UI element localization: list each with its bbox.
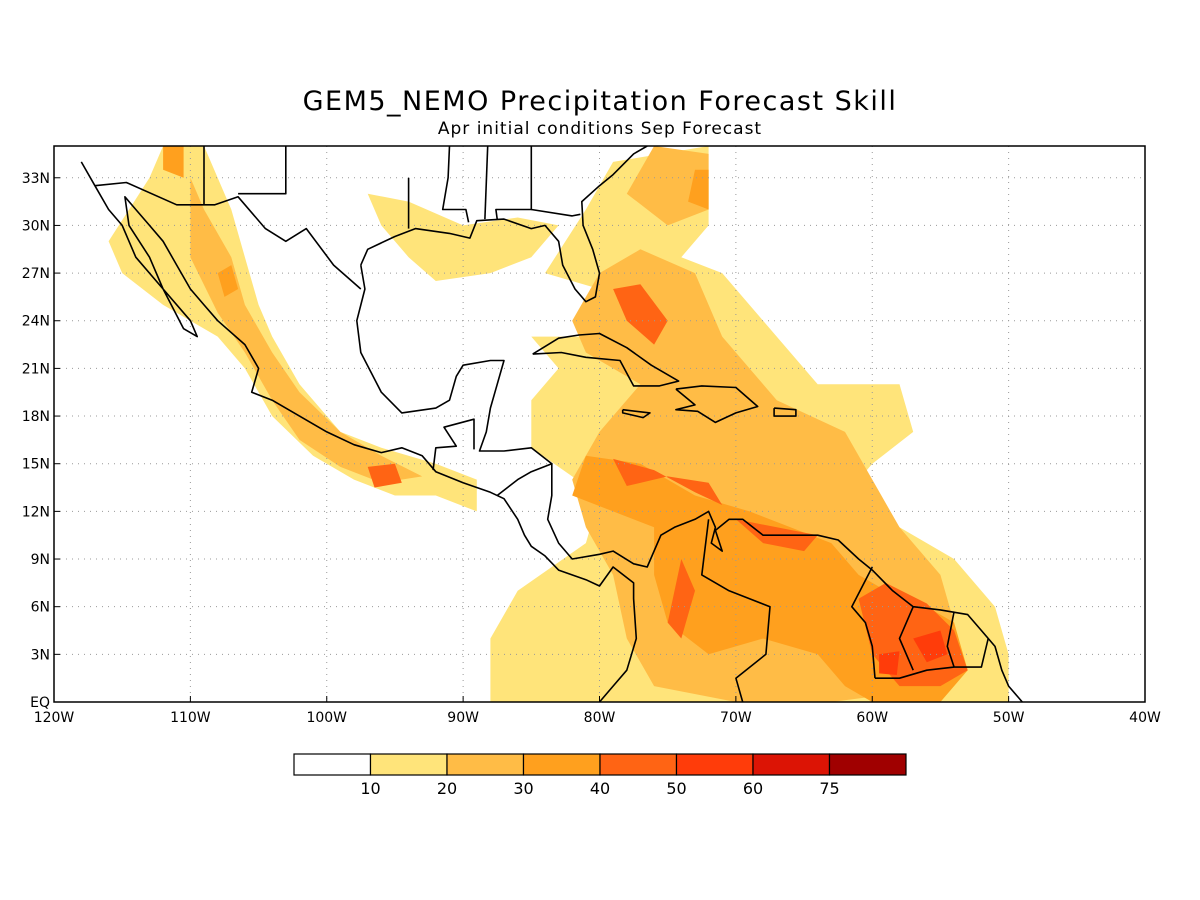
lat-tick-label: 27N [22, 266, 50, 282]
coastline-cuba [532, 332, 680, 387]
skill-shading-layer [108, 146, 1009, 702]
coastline-colombia-venezuela-border [700, 519, 771, 702]
colorbar-label: 60 [743, 779, 763, 798]
coastline-jamaica [621, 408, 651, 419]
lon-tick-label: 110W [170, 710, 211, 726]
colorbar: 10 20 30 40 50 60 75 [293, 753, 907, 798]
coastline-georgia-florida [531, 208, 581, 217]
lat-tick-label: 24N [22, 314, 50, 330]
skill-region-caribbean-50-zone [613, 458, 723, 505]
lat-tick-label: 21N [22, 361, 50, 377]
skill-region-bahamas-50 [613, 284, 668, 345]
colorbar-label: 30 [513, 779, 533, 798]
skill-region-guyana-60 [879, 651, 900, 675]
coastline-mississippi-river [441, 146, 470, 223]
lat-tick-label: 3N [31, 647, 50, 663]
colorbar-label: 75 [819, 779, 839, 798]
chart-title: GEM5_NEMO Precipitation Forecast Skill [302, 86, 898, 117]
colorbar-label: 20 [437, 779, 457, 798]
colorbar-swatch [828, 753, 907, 776]
coastline-honduras-nicaragua-border [496, 462, 553, 497]
lat-tick-label: 18N [22, 409, 50, 425]
colorbar-label: 40 [590, 779, 610, 798]
skill-region-southern-mexico-50 [367, 463, 402, 488]
lon-tick-label: 60W [856, 710, 888, 726]
coastline-layer [80, 146, 1023, 702]
coastline-hispaniola [675, 385, 759, 424]
lon-tick-label: 70W [720, 710, 752, 726]
coastline-brazil-guianas-border [875, 638, 989, 680]
lat-tick-label: EQ [30, 695, 50, 711]
coastline-texas-new-mexico [238, 146, 287, 195]
lon-tick-label: 80W [584, 710, 616, 726]
lon-tick-label: 40W [1129, 710, 1161, 726]
coastline-north-america-coast [80, 161, 638, 702]
skill-region-caribbean-high-skill [572, 455, 968, 702]
coastline-gulf-north-coast [360, 146, 648, 303]
lon-tick-label: 90W [447, 710, 479, 726]
colorbar-label: 10 [360, 779, 380, 798]
colorbar-swatch [675, 753, 754, 776]
lat-tick-label: 12N [22, 504, 50, 520]
chart-subtitle: Apr initial conditions Sep Forecast [437, 119, 763, 139]
lat-tick-label: 15N [22, 457, 50, 473]
skill-region-atlantic-east-florida [626, 146, 709, 226]
skill-region-mexico-pacific-coast [108, 146, 477, 512]
lon-tick-label: 100W [306, 710, 347, 726]
coastline-puerto-rico [773, 407, 797, 417]
coastline-suriname-guiana-border [946, 611, 955, 668]
lon-tick-label: 50W [993, 710, 1025, 726]
colorbar-swatch [522, 753, 601, 776]
skill-region-suriname-60 [913, 630, 948, 663]
skill-region-sonora-north-40 [163, 146, 184, 178]
colorbar-swatch [293, 753, 372, 776]
coastline-mississippi-alabama [484, 146, 489, 220]
colorbar-swatch [446, 753, 525, 776]
axis-ticks: 120W 110W 100W 90W 80W 70W 60W 50W 40W EQ 3N 6N 9N 12… [22, 171, 1161, 726]
coastline-us-mexico-border [94, 181, 362, 290]
colorbar-swatch [752, 753, 831, 776]
colorbar-swatch [599, 753, 678, 776]
lat-tick-label: 33N [22, 171, 50, 187]
lon-tick-label: 120W [34, 710, 75, 726]
coastline-alabama-georgia [495, 146, 533, 220]
colorbar-swatch [369, 753, 448, 776]
lat-tick-label: 9N [31, 552, 50, 568]
coastline-central-america-borders [432, 418, 475, 471]
coastline-guyana-suriname-border [898, 606, 914, 671]
colorbar-label: 50 [666, 779, 686, 798]
lat-tick-label: 30N [22, 218, 50, 234]
skill-region-colombia-50-zone [667, 559, 695, 639]
skill-region-atlantic-north-40 [688, 169, 709, 210]
lat-tick-label: 6N [31, 600, 50, 616]
coastline-gulf-caribbean-coast [355, 264, 1023, 702]
coastline-venezuela-guyana-border [850, 566, 876, 679]
skill-region-mexico-pacific-core [190, 177, 423, 483]
